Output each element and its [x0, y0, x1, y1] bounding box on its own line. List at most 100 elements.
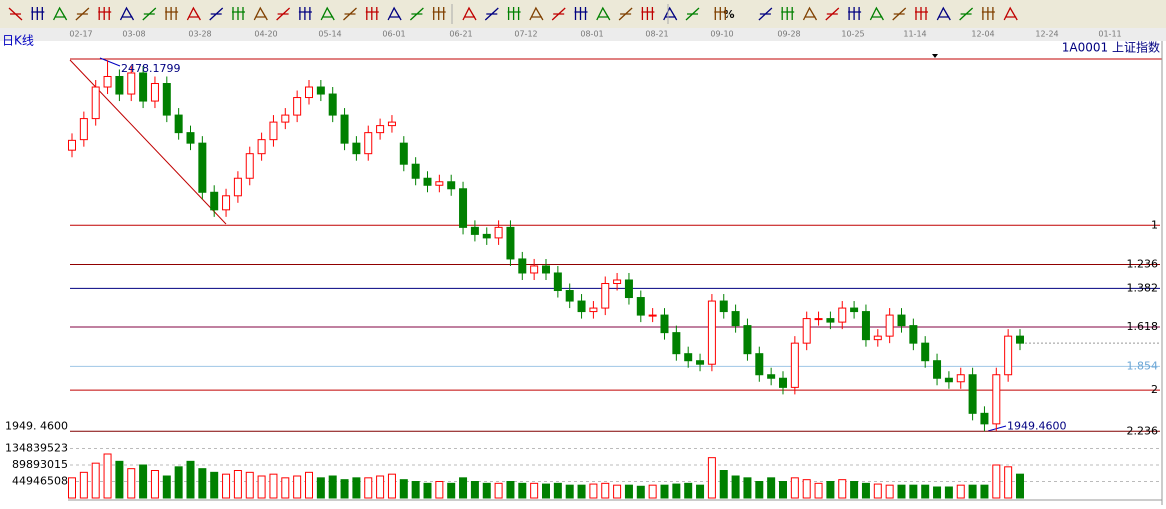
toolbar-icon[interactable]	[639, 5, 656, 22]
toolbar-glyph[interactable]	[387, 6, 402, 21]
toolbar-glyph[interactable]	[298, 7, 312, 20]
volume-bar	[956, 484, 965, 499]
toolbar-icon[interactable]	[408, 5, 425, 22]
candle-body	[921, 342, 930, 362]
toolbar-glyph[interactable]	[802, 6, 818, 21]
candle-body	[861, 311, 870, 341]
toolbar-glyph[interactable]	[685, 7, 700, 21]
toolbar-glyph[interactable]	[507, 7, 521, 20]
toolbar-icon[interactable]	[208, 5, 225, 22]
toolbar-icon[interactable]	[662, 5, 679, 22]
toolbar-glyph[interactable]	[915, 7, 928, 20]
toolbar-icon[interactable]	[185, 5, 202, 22]
toolbar-icon[interactable]	[342, 5, 358, 22]
toolbar-icon[interactable]	[595, 5, 612, 22]
toolbar-glyph[interactable]	[484, 7, 499, 21]
toolbar-glyph[interactable]	[529, 6, 544, 21]
toolbar-glyph[interactable]	[714, 7, 728, 20]
toolbar-icon[interactable]	[891, 5, 908, 22]
toolbar-glyph[interactable]	[596, 6, 611, 21]
toolbar-icon[interactable]	[779, 5, 796, 22]
toolbar-glyph[interactable]	[409, 7, 424, 21]
toolbar-icon[interactable]	[1002, 5, 1019, 22]
candle-body	[162, 83, 171, 116]
toolbar-icon[interactable]	[550, 5, 567, 22]
toolbar-glyph[interactable]	[186, 6, 201, 21]
toolbar-glyph[interactable]	[320, 6, 335, 21]
toolbar-glyph[interactable]	[574, 7, 588, 20]
toolbar-glyph[interactable]	[892, 7, 907, 21]
toolbar-icon[interactable]	[74, 5, 91, 22]
toolbar-icon[interactable]	[386, 5, 403, 22]
toolbar-icon[interactable]	[573, 5, 589, 22]
toolbar-glyph[interactable]	[618, 7, 633, 21]
toolbar-glyph[interactable]	[209, 7, 224, 21]
volume-bar	[387, 473, 396, 499]
toolbar-icon[interactable]	[802, 5, 818, 22]
toolbar-icon[interactable]	[684, 5, 701, 22]
toolbar-icon[interactable]	[935, 5, 952, 22]
toolbar-glyph[interactable]	[848, 7, 862, 20]
toolbar-glyph[interactable]	[31, 7, 45, 20]
toolbar-icon[interactable]	[29, 5, 46, 22]
toolbar-glyph[interactable]	[232, 7, 245, 20]
toolbar-icon[interactable]	[7, 5, 24, 22]
toolbar-icon[interactable]	[297, 5, 314, 22]
toolbar-icon[interactable]	[913, 5, 930, 22]
toolbar-glyph[interactable]	[1003, 6, 1018, 21]
toolbar-glyph[interactable]	[936, 6, 951, 21]
toolbar-glyph[interactable]	[53, 6, 68, 21]
toolbar-glyph[interactable]	[758, 7, 773, 21]
toolbar-glyph[interactable]	[551, 7, 566, 21]
toolbar-icon[interactable]	[252, 5, 269, 22]
volume-bar	[470, 481, 479, 499]
toolbar-icon[interactable]	[431, 5, 448, 22]
toolbar-glyph[interactable]	[165, 7, 179, 20]
toolbar-icon[interactable]	[364, 5, 381, 22]
toolbar-glyph[interactable]	[276, 7, 291, 21]
toolbar-glyph[interactable]	[959, 7, 974, 21]
toolbar-icon[interactable]	[757, 5, 774, 22]
toolbar-icon[interactable]	[141, 5, 158, 22]
toolbar-glyph[interactable]	[825, 7, 840, 21]
toolbar-glyph[interactable]	[98, 7, 112, 20]
toolbar-glyph[interactable]	[432, 7, 446, 20]
toolbar-icon[interactable]	[712, 5, 729, 22]
toolbar-icon[interactable]	[528, 5, 545, 22]
toolbar-icon[interactable]	[506, 5, 523, 22]
toolbar-glyph[interactable]	[781, 7, 795, 20]
toolbar-glyph[interactable]	[253, 6, 268, 21]
toolbar-glyph[interactable]	[343, 7, 357, 21]
toolbar-icon[interactable]	[980, 5, 997, 22]
toolbar-icon[interactable]	[52, 5, 69, 22]
toolbar-icon[interactable]	[319, 5, 336, 22]
toolbar-glyph[interactable]	[462, 6, 477, 21]
toolbar-icon[interactable]	[163, 5, 180, 22]
candle-body	[305, 86, 313, 99]
toolbar-glyph[interactable]	[75, 7, 90, 21]
toolbar-glyph[interactable]	[981, 7, 995, 20]
toolbar-icon[interactable]	[96, 5, 113, 22]
toolbar-icon[interactable]	[958, 5, 975, 22]
toolbar-icon[interactable]	[461, 5, 478, 22]
toolbar-glyph[interactable]	[641, 7, 655, 20]
candle-body	[944, 377, 953, 383]
candle-body	[956, 374, 965, 383]
toolbar-icon[interactable]	[230, 5, 247, 22]
toolbar-icon[interactable]	[617, 5, 634, 22]
toolbar-glyph[interactable]	[142, 7, 157, 21]
toolbar-icon[interactable]	[483, 5, 500, 22]
toolbar-glyph[interactable]	[365, 7, 379, 20]
toolbar-glyph[interactable]	[119, 6, 135, 21]
toolbar-glyph[interactable]	[869, 6, 884, 21]
toolbar-icon[interactable]	[824, 5, 841, 22]
toolbar-icon[interactable]	[868, 5, 885, 22]
volume-bar	[909, 484, 918, 499]
toolbar-glyph[interactable]	[663, 6, 678, 21]
toolbar-glyph[interactable]	[8, 7, 23, 21]
toolbar-icon[interactable]	[275, 5, 292, 22]
candle-body	[624, 279, 633, 299]
percent-tool[interactable]: %	[723, 8, 734, 21]
toolbar-icon[interactable]	[119, 5, 135, 22]
toolbar-icon[interactable]	[846, 5, 863, 22]
